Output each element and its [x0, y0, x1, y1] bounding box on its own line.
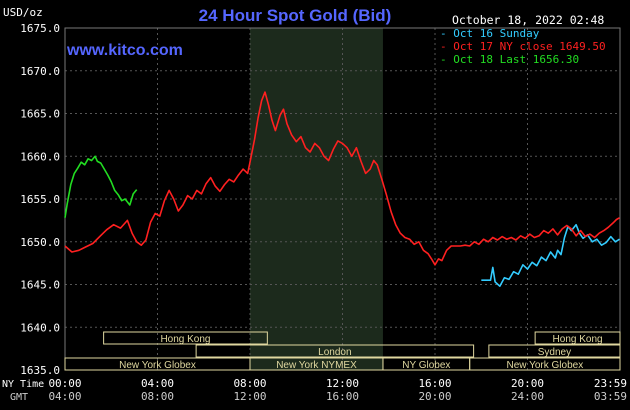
datetime-stamp: October 18, 2022 02:48 — [452, 13, 604, 27]
market-sessions: Hong Kong Hong Kong London Sydney New York G… — [64, 331, 621, 371]
x-tick-gmt: 08:00 — [141, 390, 174, 403]
ny-time-label: NY Time — [2, 379, 44, 390]
x-tick-gmt: 16:00 — [326, 390, 359, 403]
session-box — [469, 357, 621, 371]
kitco-watermark: www.kitco.com — [66, 42, 183, 59]
session-box — [534, 331, 621, 345]
legend-entry: - Oct 17 NY close 1649.50 — [440, 40, 606, 53]
chart-title: 24 Hour Spot Gold (Bid) — [199, 6, 392, 25]
x-tick-gmt: 20:00 — [418, 390, 451, 403]
y-tick-label: 1660.0 — [20, 150, 60, 163]
x-tick-ny: 12:00 — [326, 377, 359, 390]
x-tick-gmt: 04:00 — [48, 390, 81, 403]
session-box — [195, 344, 475, 358]
session-label: New York Globex — [506, 360, 583, 371]
series-line-2 — [64, 91, 620, 266]
y-tick-label: 1655.0 — [20, 193, 60, 206]
session-label: New York Globex — [119, 360, 196, 371]
units-label: USD/oz — [3, 6, 43, 19]
x-tick-gmt: 12:00 — [233, 390, 266, 403]
legend-entry: - Oct 16 Sunday — [440, 27, 540, 40]
price-series — [64, 91, 620, 287]
x-tick-gmt: 03:59 — [594, 390, 627, 403]
gmt-label: GMT — [10, 392, 28, 403]
session-label: NY Globex — [402, 360, 450, 371]
session-box — [103, 331, 268, 345]
session-label: Sydney — [538, 347, 571, 358]
y-tick-label: 1675.0 — [20, 22, 60, 35]
x-tick-ny: 20:00 — [511, 377, 544, 390]
session-label: New York NYMEX — [276, 360, 357, 371]
session-label: Hong Kong — [160, 334, 210, 345]
y-tick-label: 1645.0 — [20, 279, 60, 292]
y-tick-label: 1670.0 — [20, 65, 60, 78]
session-label: Hong Kong — [553, 334, 603, 345]
legend: - Oct 16 Sunday- Oct 17 NY close 1649.50… — [440, 27, 606, 66]
x-tick-ny: 23:59 — [594, 377, 627, 390]
series-line-3 — [64, 155, 138, 218]
y-tick-label: 1650.0 — [20, 236, 60, 249]
y-tick-label: 1635.0 — [20, 364, 60, 377]
x-tick-gmt: 24:00 — [511, 390, 544, 403]
x-tick-ny: 08:00 — [233, 377, 266, 390]
grid-lines — [65, 27, 620, 371]
session-box — [488, 344, 621, 358]
x-tick-labels: 00:00 04:00 08:00 12:00 16:00 20:00 23:5904:00… — [48, 377, 627, 403]
y-tick-label: 1665.0 — [20, 108, 60, 121]
legend-entry: - Oct 18 Last 1656.30 — [440, 53, 579, 66]
y-tick-label: 1640.0 — [20, 321, 60, 334]
x-tick-ny: 00:00 — [48, 377, 81, 390]
x-tick-ny: 16:00 — [418, 377, 451, 390]
x-tick-ny: 04:00 — [141, 377, 174, 390]
y-tick-labels: 1635.0 1640.0 1645.0 1650.0 1655.0 1660.0 1665… — [20, 22, 60, 377]
series-line-1 — [481, 223, 620, 287]
session-label: London — [318, 347, 351, 358]
